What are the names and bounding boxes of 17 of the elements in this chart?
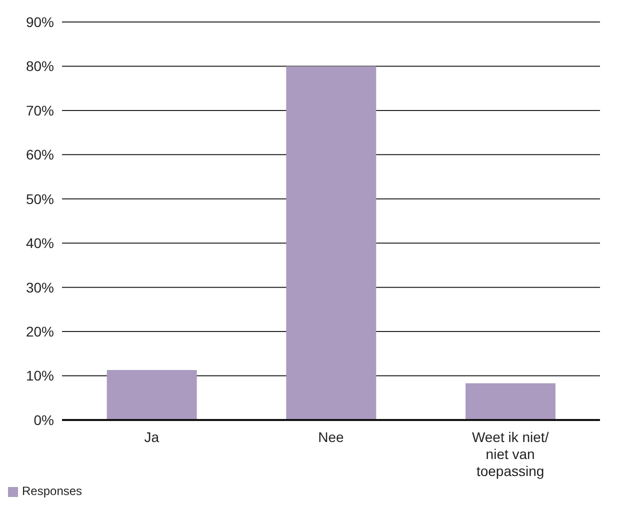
- bar: [106, 370, 197, 420]
- y-tick-label: 30%: [26, 279, 54, 296]
- bar: [286, 66, 376, 420]
- y-tick-label: 40%: [26, 235, 54, 252]
- bar: [466, 383, 556, 420]
- legend-label: Responses: [22, 484, 82, 498]
- y-tick-label: 80%: [26, 58, 54, 74]
- y-tick-label: 10%: [26, 368, 54, 384]
- y-tick-label: 50%: [26, 190, 54, 207]
- x-tick-label: Ja: [144, 429, 160, 445]
- y-tick-label: 90%: [26, 14, 54, 30]
- y-tick-label: 70%: [26, 102, 54, 118]
- x-tick-label: Weet ik niet/ niet van toepassing: [472, 429, 549, 479]
- y-tick-label: 60%: [26, 146, 54, 163]
- y-tick-label: 0%: [34, 412, 54, 428]
- x-tick-label: Nee: [318, 429, 344, 445]
- y-tick-label: 20%: [26, 324, 54, 340]
